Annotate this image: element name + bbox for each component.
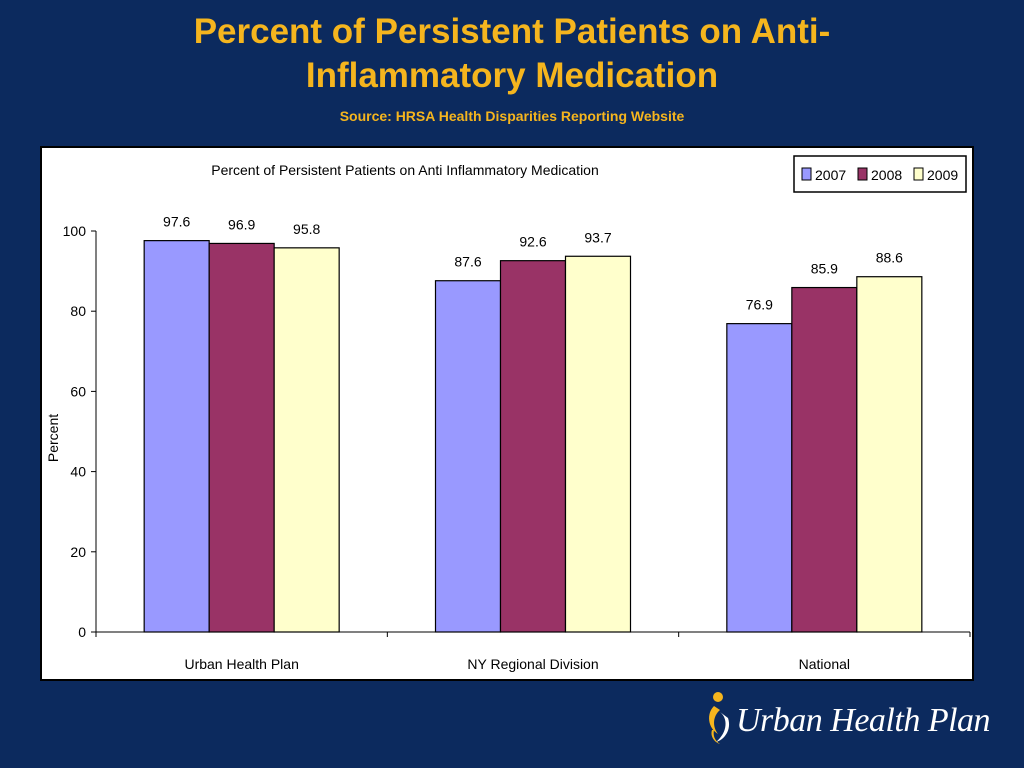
x-category-label: Urban Health Plan (184, 656, 298, 672)
legend-box (793, 155, 967, 193)
bar-2009-2 (856, 276, 923, 633)
legend-swatch-2008 (857, 167, 868, 181)
y-tick-label: 100 (63, 223, 87, 239)
slide-title-line-1: Percent of Persistent Patients on Anti- (193, 12, 831, 51)
data-label: 76.9 (746, 297, 773, 313)
person-swirl-logo-icon (709, 692, 730, 744)
data-label: 93.7 (584, 229, 611, 245)
data-label: 87.6 (454, 254, 481, 270)
y-tick-label: 0 (78, 624, 86, 640)
data-label: 96.9 (228, 216, 255, 232)
bar-2008-2 (791, 286, 858, 633)
y-tick-label: 20 (70, 544, 86, 560)
legend-label-2009: 2009 (927, 167, 958, 183)
chart-title: Percent of Persistent Patients on Anti I… (211, 162, 599, 178)
legend-label-2008: 2008 (871, 167, 902, 183)
data-label: 92.6 (519, 234, 546, 250)
slide-title: Percent of Persistent Patients on Anti- … (0, 10, 1024, 98)
legend-swatch-2007 (801, 167, 812, 181)
bar-2009-1 (564, 255, 632, 633)
y-tick-label: 60 (70, 383, 86, 399)
y-tick-label: 80 (70, 303, 86, 319)
x-category-label: NY Regional Division (467, 656, 598, 672)
bar-2007-2 (726, 323, 793, 633)
bar-2008-1 (499, 260, 567, 633)
logo-text: Urban Health Plan (736, 702, 991, 739)
legend-label-2007: 2007 (815, 167, 846, 183)
data-label: 97.6 (163, 214, 190, 230)
slide-subtitle: Source: HRSA Health Disparities Reportin… (339, 108, 685, 124)
chart-panel: Percent of Persistent Patients on Anti I… (40, 146, 974, 681)
y-axis-label: Percent (45, 414, 61, 462)
bar-2008-0 (208, 242, 275, 633)
legend-swatch-2009 (913, 167, 924, 181)
y-tick-label: 40 (70, 464, 86, 480)
x-category-label: National (799, 656, 850, 672)
urban-health-plan-logo: Urban Health Plan (704, 688, 1004, 748)
data-label: 85.9 (811, 261, 838, 277)
bar-2009-0 (273, 247, 340, 633)
data-label: 95.8 (293, 221, 320, 237)
slide-title-line-2: Inflammatory Medication (305, 56, 719, 95)
data-label: 88.6 (876, 250, 903, 266)
bar-2007-1 (434, 280, 502, 633)
bar-chart: Percent of Persistent Patients on Anti I… (45, 155, 971, 672)
chart-legend: 2007 2008 2009 (793, 155, 967, 193)
bar-2007-0 (143, 240, 210, 633)
